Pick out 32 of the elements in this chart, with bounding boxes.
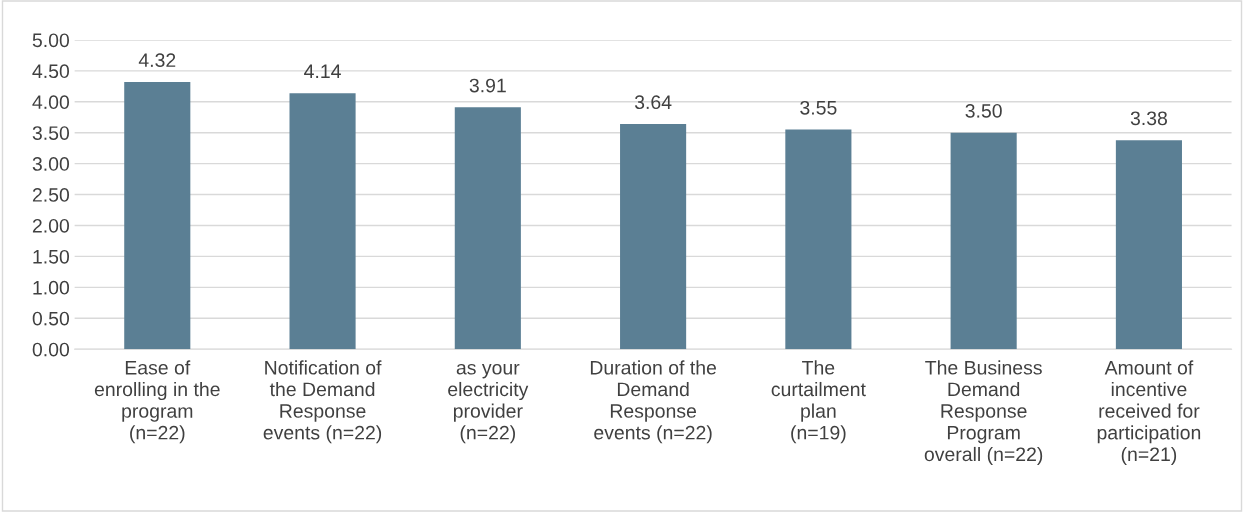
- bar: [289, 93, 356, 350]
- y-tick-label: 5.00: [32, 33, 70, 48]
- y-tick-label: 2.00: [32, 218, 70, 233]
- y-tick-label: 0.50: [32, 311, 70, 326]
- y-tick-label: 0.00: [32, 342, 70, 357]
- x-tick-label: The curtailment plan (n=19): [771, 360, 866, 444]
- y-tick-label: 2.50: [32, 188, 70, 202]
- bar: [1115, 140, 1182, 350]
- data-label: 3.50: [965, 103, 1002, 118]
- data-label: 3.64: [634, 95, 672, 110]
- bar: [620, 124, 687, 350]
- x-tick-label: Notification of the Demand Response events (n=22): [263, 360, 382, 444]
- y-tick-label: 3.00: [32, 157, 70, 171]
- y-tick-label: 1.50: [33, 249, 70, 264]
- data-label: 3.55: [800, 100, 837, 115]
- data-label: 4.14: [304, 64, 341, 78]
- x-tick-label: as your electricity provider (n=22): [448, 363, 529, 444]
- y-tick-label: 3.50: [32, 126, 70, 140]
- y-tick-label: 1.00: [33, 280, 70, 295]
- data-label: 3.91: [469, 78, 506, 93]
- bar: [454, 107, 521, 350]
- y-tick-label: 4.50: [32, 64, 70, 79]
- x-tick-label: Ease of enrolling in the program (n=22): [94, 360, 220, 444]
- data-label: 3.38: [1130, 111, 1167, 126]
- bar: [785, 129, 852, 350]
- y-tick-label: 4.00: [32, 95, 70, 110]
- x-tick-label: Amount of incentive received for participation (n=21): [1097, 360, 1201, 466]
- x-tick-label: The Business Demand Response Program overall (n=22): [924, 360, 1043, 466]
- bar: [124, 81, 191, 350]
- bar: [950, 132, 1017, 350]
- x-tick-label: Duration of the Demand Response events (n=22): [590, 360, 717, 444]
- data-label: 4.32: [138, 53, 176, 68]
